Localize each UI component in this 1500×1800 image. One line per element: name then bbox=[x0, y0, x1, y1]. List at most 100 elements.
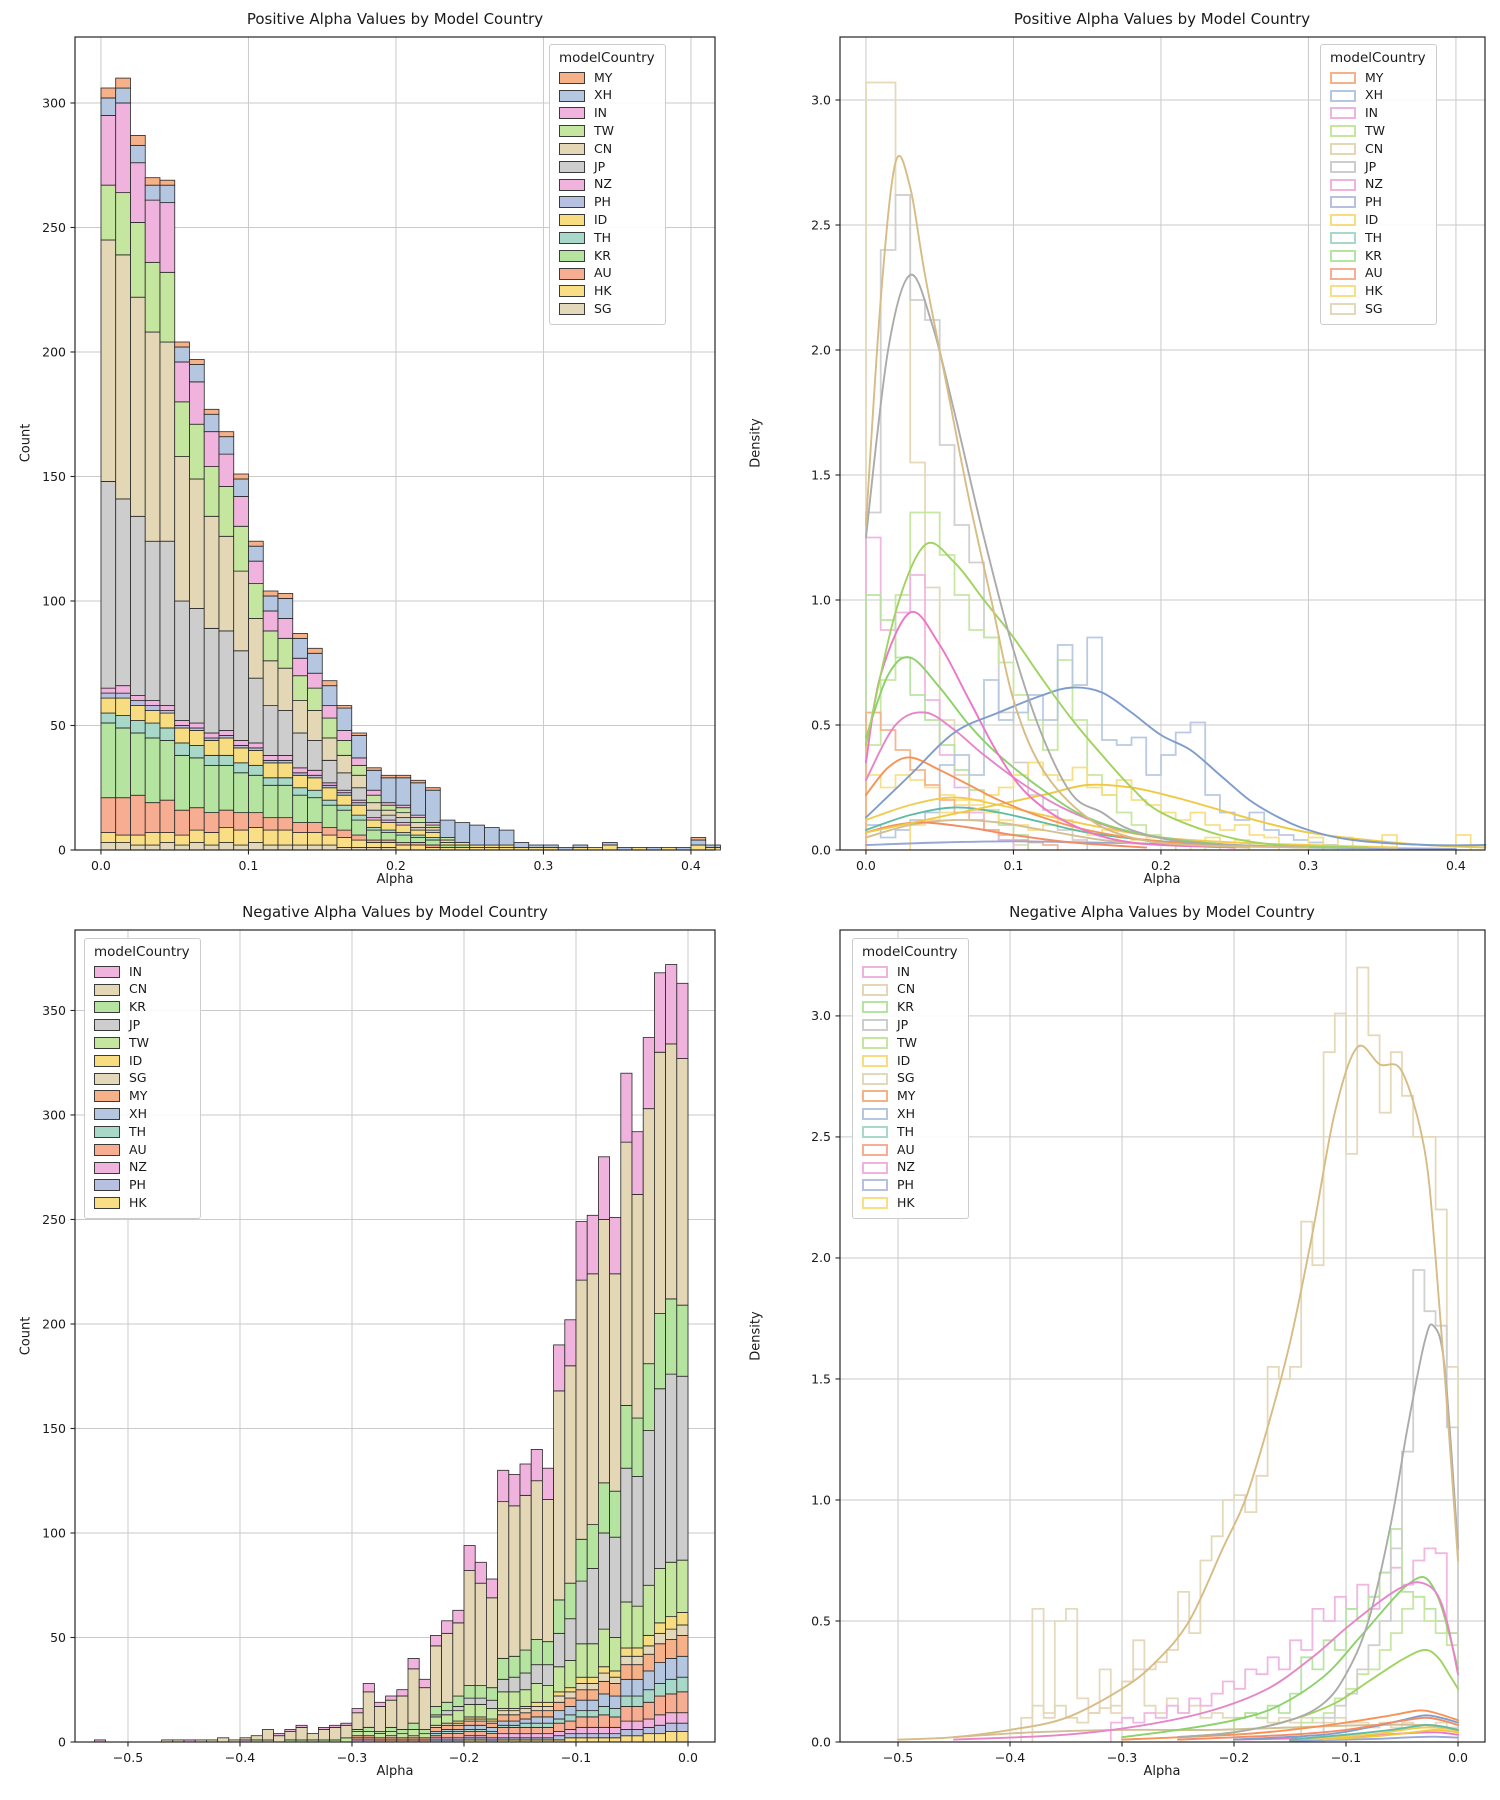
bar-segment-CN bbox=[306, 1733, 319, 1741]
bar-segment-KR bbox=[564, 1582, 577, 1620]
bar-segment-SG bbox=[307, 844, 323, 851]
bar-segment-SG bbox=[159, 842, 176, 851]
bar-segment-NZ bbox=[174, 720, 190, 726]
bar-segment-JP bbox=[586, 1568, 599, 1645]
bar-segment-MY bbox=[144, 177, 161, 186]
bar-segment-TW bbox=[575, 1643, 588, 1678]
bar-segment-HK bbox=[654, 1733, 667, 1743]
legend-swatch-MY bbox=[1330, 71, 1356, 84]
legend-item-AU: AU bbox=[862, 1141, 958, 1159]
legend-swatch-SG bbox=[862, 1072, 888, 1085]
bar-segment-KR bbox=[452, 1695, 465, 1707]
bar-segment-HK bbox=[130, 834, 146, 846]
bar-segment-NZ bbox=[631, 1720, 644, 1730]
bar-segment-XH bbox=[690, 839, 707, 846]
bar-segment-MY bbox=[233, 473, 249, 480]
bar-segment-SG bbox=[262, 844, 279, 851]
bar-segment-ID bbox=[564, 1687, 577, 1693]
x-tick-label: −0.1 bbox=[1331, 1750, 1361, 1765]
bar-segment-IN bbox=[609, 1217, 622, 1275]
legend-item-NZ: NZ bbox=[94, 1159, 190, 1177]
bar-segment-HK bbox=[665, 1731, 678, 1743]
bar-segment-NZ bbox=[159, 705, 176, 711]
legend-swatch-CN bbox=[1330, 143, 1356, 156]
bar-segment-MY bbox=[665, 1639, 678, 1659]
bar-segment-TH bbox=[248, 764, 264, 776]
bar-segment-TH bbox=[233, 762, 249, 774]
bar-segment-ID bbox=[676, 1612, 689, 1626]
legend-item-SG: SG bbox=[559, 300, 655, 318]
bar-segment-KR bbox=[362, 1727, 375, 1732]
bar-segment-NZ bbox=[665, 1712, 678, 1724]
bar-segment-ID bbox=[262, 762, 279, 779]
bar-segment-AU bbox=[277, 817, 294, 831]
bar-segment-TH bbox=[586, 1710, 599, 1718]
bar-segment-NZ bbox=[598, 1727, 611, 1735]
bar-segment-XH bbox=[543, 844, 559, 848]
legend-swatch-MY bbox=[94, 1090, 120, 1103]
legend-label: MY bbox=[1365, 69, 1384, 85]
legend-swatch-IN bbox=[94, 965, 120, 978]
legend-swatch-ID bbox=[1330, 214, 1356, 227]
bar-segment-IN bbox=[277, 618, 294, 639]
bar-segment-NZ bbox=[292, 767, 308, 774]
x-tick-label: 0.1 bbox=[239, 858, 259, 873]
legend-swatch-KR bbox=[1330, 249, 1356, 262]
bar-segment-TW bbox=[553, 1666, 566, 1693]
legend-item-TH: TH bbox=[1330, 229, 1426, 247]
bar-segment-XH bbox=[366, 769, 382, 791]
plot-border bbox=[839, 36, 1486, 851]
bar-segment-JP bbox=[620, 1467, 633, 1603]
legend-swatch-TH bbox=[1330, 232, 1356, 245]
bar-segment-IN bbox=[407, 1658, 420, 1670]
bar-segment-MY bbox=[485, 1722, 498, 1728]
bar-segment-XH bbox=[203, 413, 220, 433]
legend-swatch-JP bbox=[559, 160, 585, 173]
bar-segment-CN bbox=[292, 700, 308, 734]
bar-segment-MY bbox=[474, 1720, 487, 1726]
bar-segment-ID bbox=[307, 777, 323, 791]
bar-segment-IN bbox=[396, 1689, 409, 1697]
bar-segment-SG bbox=[564, 1691, 577, 1699]
x-tick-label: −0.2 bbox=[1219, 1750, 1249, 1765]
y-tick-label: 1.0 bbox=[811, 1492, 831, 1507]
bar-segment-NZ bbox=[564, 1729, 577, 1735]
bar-segment-IN bbox=[218, 453, 235, 487]
bar-segment-KR bbox=[542, 1641, 555, 1666]
bar-segment-TW bbox=[441, 1714, 454, 1724]
bar-segment-AU bbox=[665, 1693, 678, 1714]
bar-segment-XH bbox=[609, 1695, 622, 1709]
bar-segment-JP bbox=[262, 705, 279, 756]
bar-segment-MY bbox=[463, 1720, 476, 1726]
bar-segment-KR bbox=[575, 1538, 588, 1582]
bar-segment-KR bbox=[407, 1722, 420, 1730]
bar-segment-MY bbox=[130, 134, 146, 146]
bar-segment-XH bbox=[463, 1724, 476, 1730]
bar-segment-CN bbox=[239, 1737, 252, 1741]
legend-label: TW bbox=[594, 123, 614, 139]
legend-item-XH: XH bbox=[559, 87, 655, 105]
legend-item-CN: CN bbox=[862, 981, 958, 999]
legend-item-MY: MY bbox=[862, 1088, 958, 1106]
legend-label: KR bbox=[594, 247, 611, 263]
bar-segment-TH bbox=[336, 804, 353, 811]
bar-segment-CN bbox=[277, 667, 294, 711]
bar-segment-SG bbox=[575, 1683, 588, 1691]
bar-segment-MY bbox=[542, 1710, 555, 1718]
bar-segment-AU bbox=[598, 1714, 611, 1728]
bar-segment-MY bbox=[690, 837, 707, 841]
bar-segment-TH bbox=[620, 1695, 633, 1707]
bar-segment-TH bbox=[676, 1676, 689, 1693]
y-tick-label: 0 bbox=[58, 1734, 66, 1749]
legend-item-ID: ID bbox=[862, 1052, 958, 1070]
legend-item-IN: IN bbox=[1330, 105, 1426, 123]
bar-segment-IN bbox=[485, 1578, 498, 1599]
y-tick-label: 0 bbox=[58, 842, 66, 857]
bar-segment-NZ bbox=[100, 687, 117, 694]
bar-segment-XH bbox=[528, 844, 544, 848]
bar-segment-KR bbox=[100, 722, 117, 799]
legend-swatch-KR bbox=[862, 1001, 888, 1014]
bar-segment-KR bbox=[395, 834, 412, 843]
legend-swatch-AU bbox=[1330, 267, 1356, 280]
bar-segment-NZ bbox=[130, 695, 146, 701]
